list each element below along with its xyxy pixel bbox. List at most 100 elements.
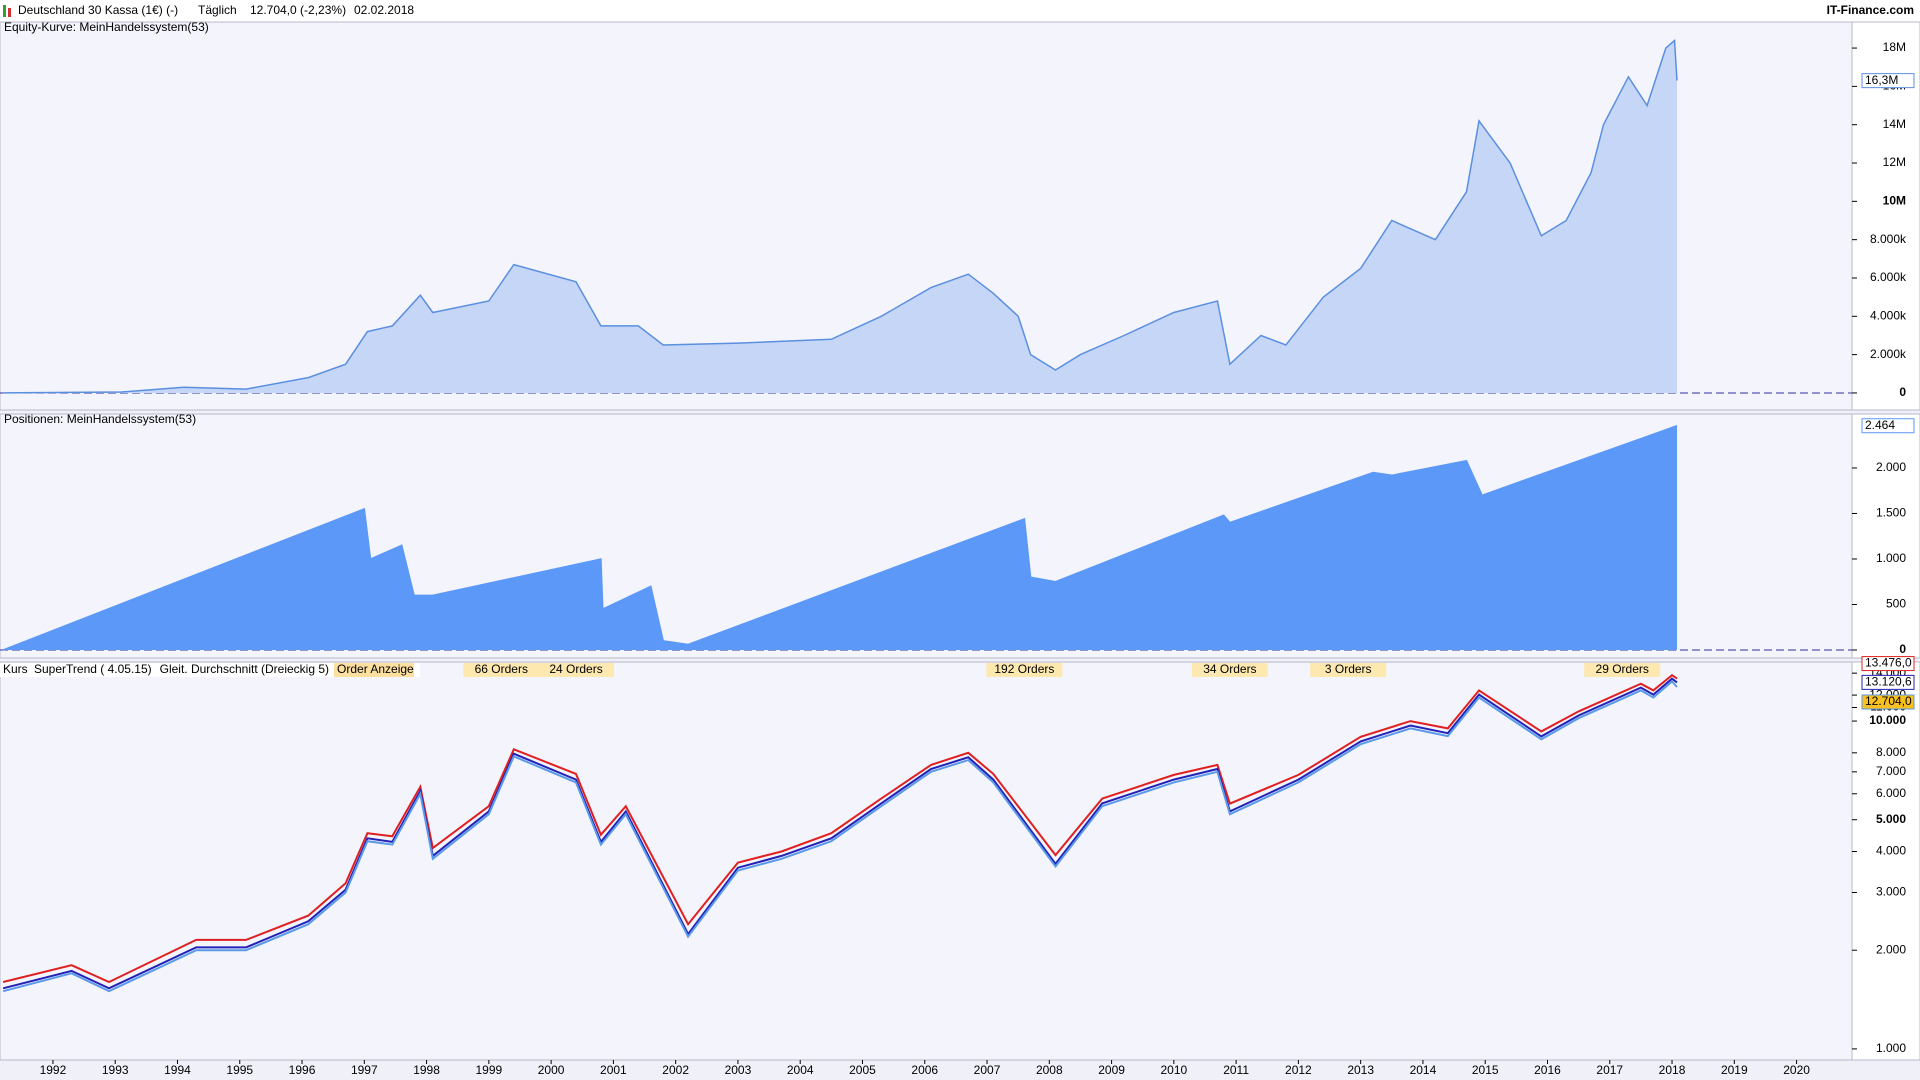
y-tick-label: 8.000k [1870,232,1907,246]
y-tick-label: 1.000 [1876,551,1906,565]
y-tick-label: 12M [1883,155,1906,169]
y-tick-label: 1.000 [1876,1041,1906,1055]
last-value-label: 13.120,6 [1865,675,1912,689]
order-tag [1310,663,1387,677]
x-tick-label: 1996 [289,1063,316,1077]
instrument: Deutschland 30 Kassa (1€) (-) [18,3,178,17]
last-value-tag [1861,73,1915,89]
header-icon [8,8,11,17]
line [2,673,1678,984]
interval: Täglich [198,3,237,17]
panel-title: Equity-Kurve: MeinHandelssystem(53) [4,20,209,34]
y-tick-label: 2.000k [1870,347,1907,361]
y-tick-label: 7.000 [1876,764,1906,778]
legend-entry: Order Anzeige [337,662,414,676]
x-tick-label: 2014 [1410,1063,1437,1077]
y-tick-label: 500 [1886,597,1906,611]
x-tick-label: 2019 [1721,1063,1748,1077]
y-tick-label: 3.000 [1876,885,1906,899]
x-tick-label: 1993 [102,1063,129,1077]
x-tick-label: 2000 [538,1063,565,1077]
axis-background [1851,413,1920,659]
legend-entry: Gleit. Durchschnitt (Dreieckig 5) [160,662,329,676]
order-tag [1584,663,1661,677]
x-tick-label: 2004 [787,1063,814,1077]
y-tick-label: 0 [1899,642,1906,656]
order-tag [986,663,1063,677]
panel-title: Kurs [3,662,28,676]
x-tick-label: 2009 [1098,1063,1125,1077]
x-tick-label: 2020 [1783,1063,1810,1077]
legend-entry: SuperTrend ( 4.05.15) [34,662,152,676]
last-value-tag [1861,418,1915,434]
last-value-label: 2.464 [1865,418,1895,432]
x-tick-label: 2018 [1659,1063,1686,1077]
last-value-tag [1861,694,1915,710]
y-tick-label: 10M [1883,194,1906,208]
x-tick-label: 1997 [351,1063,378,1077]
x-tick-label: 1994 [164,1063,191,1077]
y-tick-label: 18M [1883,40,1906,54]
x-tick-label: 2016 [1534,1063,1561,1077]
x-tick-label: 2006 [911,1063,938,1077]
header-icon [3,5,6,17]
x-tick-label: 2015 [1472,1063,1499,1077]
x-tick-label: 2012 [1285,1063,1312,1077]
y-tick-label: 10.000 [1869,713,1906,727]
last-value-tag [1861,674,1915,690]
y-tick-label: 2.000 [1876,460,1906,474]
x-tick-label: 2008 [1036,1063,1063,1077]
x-tick-label: 2005 [849,1063,876,1077]
order-label: 24 Orders [549,662,602,676]
x-tick-label: 1999 [475,1063,502,1077]
x-tick-label: 1998 [413,1063,440,1077]
y-tick-label: 4.000 [1876,844,1906,858]
order-label: 192 Orders [994,662,1054,676]
panel-background [0,661,1853,1061]
legend-box [334,663,415,677]
x-tick-label: 2010 [1160,1063,1187,1077]
last-value-label: 12.704,0 [1865,694,1912,708]
legend-background [0,663,420,677]
brand: IT-Finance.com [1827,3,1914,17]
y-tick-label: 4.000k [1870,308,1907,322]
order-tag [463,663,540,677]
line [3,38,1678,394]
order-label: 66 Orders [475,662,528,676]
order-label: 34 Orders [1203,662,1256,676]
area [3,40,1678,393]
date: 02.02.2018 [354,3,414,17]
order-tag [1191,663,1268,677]
line [2,680,1678,993]
x-tick-label: 2017 [1596,1063,1623,1077]
line [2,677,1678,990]
panel-title: Positionen: MeinHandelssystem(53) [4,412,196,426]
y-tick-label: 0 [1899,385,1906,399]
y-tick-label: 14M [1883,117,1906,131]
y-tick-label: 5.000 [1876,812,1906,826]
y-tick-label: 8.000 [1876,745,1906,759]
last-value-tag [1861,656,1915,672]
line [2,424,1678,651]
order-label: 3 Orders [1325,662,1372,676]
x-tick-label: 2001 [600,1063,627,1077]
y-tick-label: 1.500 [1876,506,1906,520]
y-tick-label: 2.000 [1876,942,1906,956]
order-label: 29 Orders [1596,662,1649,676]
last-value-label: 13.476,0 [1865,656,1912,670]
area [3,425,1678,650]
x-tick-label: 2003 [725,1063,752,1077]
y-tick-label: 6.000 [1876,786,1906,800]
x-tick-label: 2013 [1347,1063,1374,1077]
x-tick-label: 2011 [1223,1063,1249,1077]
x-tick-label: 2002 [662,1063,689,1077]
x-tick-label: 1992 [40,1063,67,1077]
quote: 12.704,0 (-2,23%) [250,3,346,17]
last-value-label: 16,3M [1865,73,1898,87]
y-tick-label: 6.000k [1870,270,1907,284]
header-bar [0,0,1920,22]
x-tick-label: 2007 [974,1063,1001,1077]
x-tick-label: 1995 [226,1063,253,1077]
order-tag [538,663,615,677]
